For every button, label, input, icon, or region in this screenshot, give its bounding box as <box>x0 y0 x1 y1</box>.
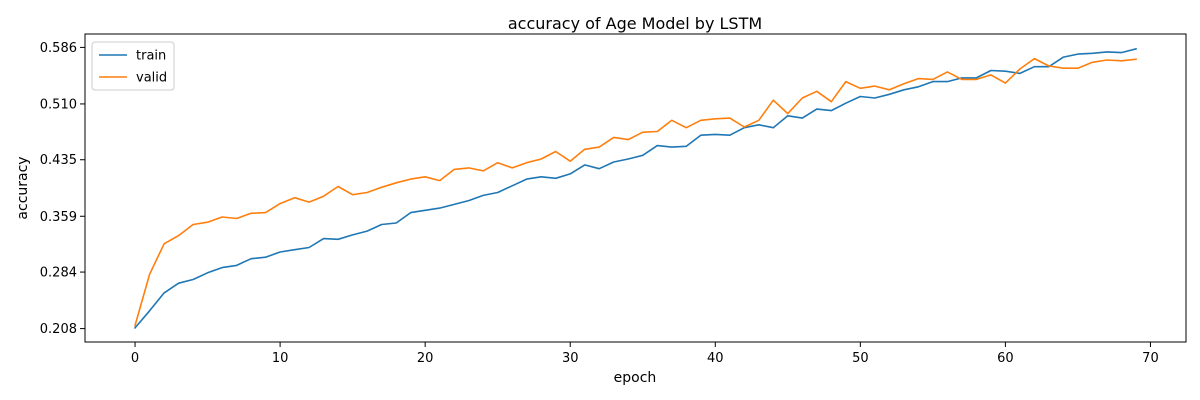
y-tick-label: 0.284 <box>40 266 77 281</box>
x-tick-label: 70 <box>1142 351 1159 366</box>
series-line-train <box>133 47 1137 330</box>
series-line-valid <box>134 57 1137 327</box>
chart-title: accuracy of Age Model by LSTM <box>508 14 762 33</box>
x-tick-label: 40 <box>707 351 724 366</box>
y-tick-label: 0.586 <box>40 41 77 56</box>
legend: train valid <box>91 41 175 91</box>
legend-label-train: train <box>136 49 166 64</box>
x-axis-label: epoch <box>614 370 657 386</box>
x-tick-label: 50 <box>852 351 869 366</box>
y-tick-label: 0.435 <box>40 153 77 168</box>
x-tick-label: 0 <box>131 351 139 366</box>
x-axis-ticks: 0 10 20 30 40 50 60 70 <box>131 342 1159 366</box>
y-tick-label: 0.359 <box>40 210 77 225</box>
y-tick-label: 0.510 <box>40 97 77 112</box>
y-axis-ticks: 0.208 0.284 0.359 0.435 0.510 0.586 <box>40 41 85 337</box>
x-tick-label: 60 <box>997 351 1014 366</box>
y-tick-label: 0.208 <box>40 322 77 337</box>
legend-label-valid: valid <box>136 71 167 86</box>
y-axis-label: accuracy <box>15 156 31 219</box>
legend-box <box>91 41 175 91</box>
x-tick-label: 20 <box>417 351 434 366</box>
x-tick-label: 30 <box>562 351 579 366</box>
plot-frame <box>84 33 1187 343</box>
plot-lines <box>133 47 1137 330</box>
x-tick-label: 10 <box>272 351 289 366</box>
